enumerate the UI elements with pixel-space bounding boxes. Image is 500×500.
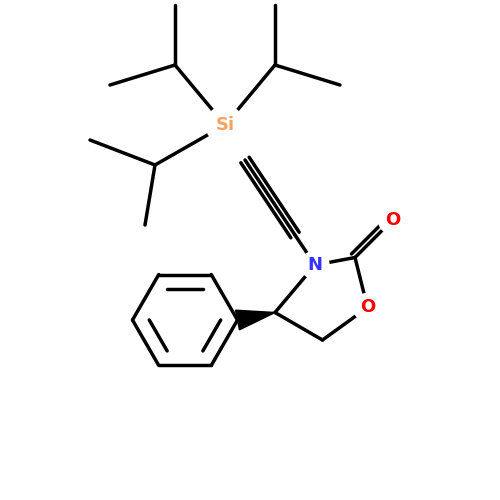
Circle shape	[378, 206, 406, 234]
Text: Si: Si	[216, 116, 234, 134]
Text: N: N	[308, 256, 322, 274]
Text: O: O	[360, 298, 375, 316]
Text: O: O	[385, 211, 400, 229]
Polygon shape	[236, 310, 275, 330]
Circle shape	[301, 251, 329, 279]
Circle shape	[354, 294, 382, 322]
Circle shape	[206, 106, 244, 144]
